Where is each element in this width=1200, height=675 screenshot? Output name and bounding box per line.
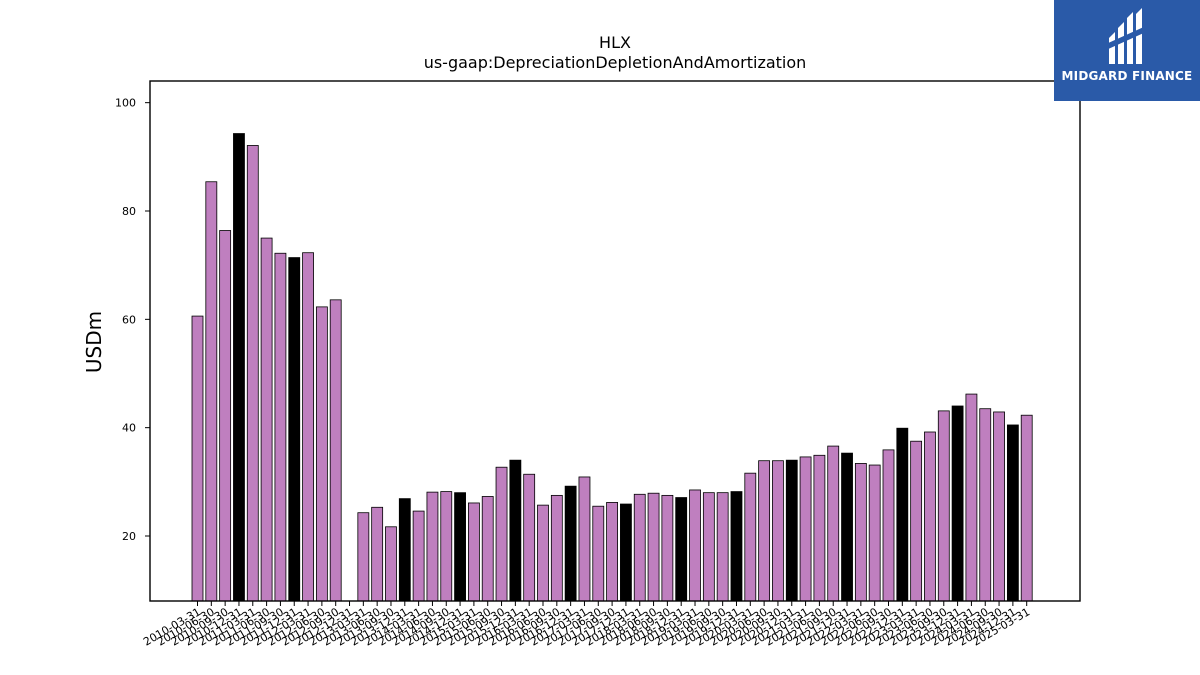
bar-2020-03-31 — [744, 472, 757, 602]
chart-title: HLX — [599, 33, 631, 52]
bar-2014-12-31 — [454, 492, 466, 602]
bar-2024-09-30 — [993, 411, 1005, 602]
bar-2015-09-30 — [495, 466, 508, 602]
bar-2014-06-30 — [426, 491, 439, 602]
bar-2022-12-31 — [896, 427, 909, 602]
bar-2022-06-30 — [868, 464, 881, 602]
bar-2019-03-31 — [689, 489, 701, 602]
bar-2012-09-30 — [329, 299, 342, 602]
bar-2018-12-31 — [675, 497, 688, 602]
bars-group — [191, 133, 1033, 602]
bar-2010-09-30 — [219, 230, 232, 602]
bar-2013-03-31 — [357, 512, 370, 602]
bar-2010-03-31 — [191, 315, 204, 602]
bar-2017-06-30 — [592, 505, 605, 602]
bar-2021-09-30 — [827, 445, 840, 602]
x-axis-ticks: 2010-03-312010-06-302010-09-302010-12-31… — [141, 601, 1032, 649]
bar-2011-06-30 — [260, 237, 273, 602]
plot-frame — [149, 80, 1081, 602]
bar-2011-03-31 — [246, 145, 259, 602]
brand-name: MIDGARD FINANCE — [1061, 69, 1193, 83]
bar-2012-03-31 — [302, 252, 314, 602]
bar-2018-06-30 — [647, 492, 660, 602]
bar-2024-12-31 — [1006, 424, 1019, 602]
chart-subtitle: us-gaap:DepreciationDepletionAndAmortiza… — [424, 53, 807, 72]
y-axis-label: USDm — [82, 311, 106, 373]
y-tick-label: 20 — [122, 530, 136, 543]
bar-2018-03-31 — [633, 493, 646, 602]
bar-2023-03-31 — [910, 440, 923, 602]
bar-2022-03-31 — [854, 463, 867, 602]
bar-2021-03-31 — [799, 456, 812, 602]
bar-2015-03-31 — [467, 502, 480, 602]
bar-2012-06-30 — [315, 306, 328, 602]
bar-2020-09-30 — [772, 460, 784, 602]
bar-2013-06-30 — [371, 506, 384, 602]
bar-2023-06-30 — [924, 431, 936, 602]
bar-2013-12-31 — [398, 498, 411, 602]
bar-2016-12-31 — [564, 485, 577, 602]
bar-2020-12-31 — [785, 459, 798, 602]
bar-2020-06-30 — [758, 460, 771, 602]
bar-2025-03-31 — [1020, 414, 1033, 602]
bar-2021-12-31 — [841, 452, 853, 602]
y-tick-label: 40 — [122, 422, 136, 435]
bar-2010-06-30 — [205, 181, 218, 602]
bar-2023-12-31 — [951, 405, 964, 602]
y-axis-ticks: 20 40 60 80 100 — [115, 97, 150, 543]
bar-2024-06-30 — [979, 408, 992, 602]
bar-2023-09-30 — [937, 410, 950, 602]
bar-2022-09-30 — [882, 449, 895, 602]
bar-2013-09-30 — [385, 526, 397, 602]
bar-2016-03-31 — [523, 473, 536, 602]
bar-2015-06-30 — [481, 496, 494, 602]
bar-2015-12-31 — [509, 459, 522, 602]
bar-2021-06-30 — [813, 454, 826, 602]
y-tick-label: 60 — [122, 313, 136, 326]
bar-2017-09-30 — [606, 502, 618, 602]
bar-2011-12-31 — [288, 257, 301, 602]
bar-2014-03-31 — [412, 510, 425, 602]
bar-2018-09-30 — [661, 494, 674, 602]
brand-mark-icon — [1106, 8, 1146, 64]
bar-2010-12-31 — [233, 133, 245, 602]
y-tick-label: 100 — [115, 97, 136, 110]
bar-2017-12-31 — [620, 503, 632, 602]
bar-2016-09-30 — [550, 494, 563, 602]
bar-2014-09-30 — [440, 491, 453, 602]
bar-2019-12-31 — [730, 491, 743, 602]
bar-2024-03-31 — [965, 393, 978, 602]
bar-2019-09-30 — [716, 492, 729, 602]
bar-2019-06-30 — [702, 492, 715, 602]
bar-2016-06-30 — [537, 504, 549, 602]
brand-logo: MIDGARD FINANCE — [1054, 0, 1200, 101]
y-tick-label: 80 — [122, 205, 136, 218]
bar-2017-03-31 — [578, 476, 591, 602]
bar-2011-09-30 — [274, 252, 287, 602]
